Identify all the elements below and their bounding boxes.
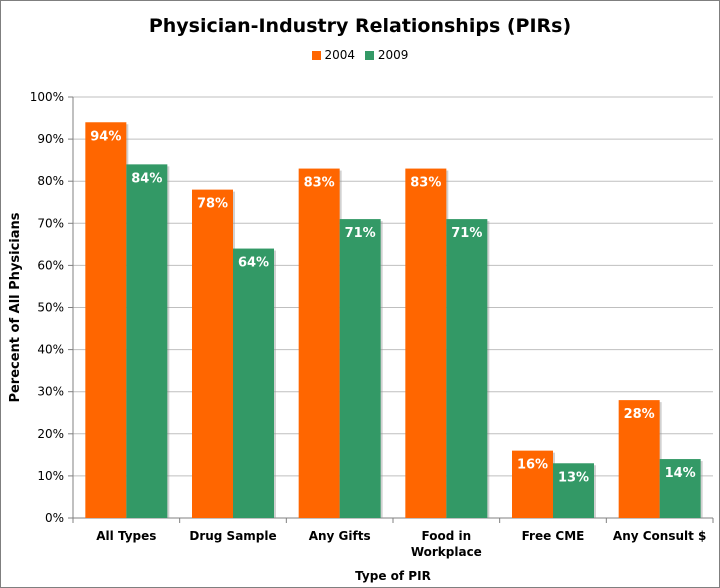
data-label: 13% [558, 470, 589, 485]
data-label: 71% [345, 226, 376, 241]
x-tick-label: Workplace [411, 545, 482, 559]
legend-item-2004: 2004 [311, 48, 356, 62]
bar-2004 [512, 450, 553, 518]
y-tick-label: 30% [37, 385, 64, 399]
bar-2004 [298, 168, 340, 518]
data-label: 94% [90, 129, 121, 144]
bar-2009 [233, 248, 274, 518]
data-label: 16% [517, 458, 548, 473]
data-label: 83% [410, 176, 441, 191]
y-tick-label: 70% [37, 216, 64, 230]
x-tick-label: Drug Sample [189, 529, 276, 543]
bar-2004 [85, 122, 127, 518]
y-tick-label: 100% [30, 90, 64, 104]
bar-2009 [659, 459, 701, 518]
x-tick-label: All Types [96, 529, 156, 543]
data-label: 14% [665, 466, 696, 481]
x-tick-label: Free CME [522, 529, 585, 543]
y-tick-label: 60% [37, 258, 64, 272]
legend-swatch-2009 [364, 50, 374, 60]
legend-item-2009: 2009 [364, 48, 409, 62]
bar-2004 [192, 189, 233, 518]
bar-2009 [446, 219, 488, 518]
bar-2004 [618, 400, 660, 518]
y-tick-label: 0% [45, 511, 64, 525]
x-tick-label: Food in [422, 529, 472, 543]
chart-title: Physician-Industry Relationships (PIRs) [148, 15, 572, 37]
legend-label-2004: 2004 [324, 48, 356, 62]
y-tick-label: 50% [37, 301, 64, 315]
bar-2009 [339, 219, 381, 518]
y-tick-label: 90% [37, 132, 64, 146]
data-label: 64% [238, 256, 269, 271]
bar-2009 [553, 463, 594, 518]
y-axis-title: Perecent of All Physicians [8, 212, 23, 402]
data-label: 83% [304, 176, 335, 191]
x-tick-label: Any Consult $ [613, 529, 707, 543]
data-label: 71% [451, 226, 482, 241]
data-label: 84% [131, 171, 162, 186]
data-label: 28% [624, 407, 655, 422]
y-tick-label: 20% [37, 427, 64, 441]
bar-2004 [405, 168, 447, 518]
legend-swatch-2004 [311, 50, 321, 60]
chart-legend: 2004 2009 [1, 48, 719, 63]
y-tick-label: 40% [37, 343, 64, 357]
x-axis-title: Type of PIR [355, 569, 431, 583]
data-label: 78% [197, 197, 228, 212]
bar-2009 [126, 164, 168, 519]
x-tick-label: Any Gifts [309, 529, 371, 543]
y-tick-label: 10% [37, 469, 64, 483]
y-tick-label: 80% [37, 174, 64, 188]
legend-label-2009: 2009 [377, 48, 409, 62]
